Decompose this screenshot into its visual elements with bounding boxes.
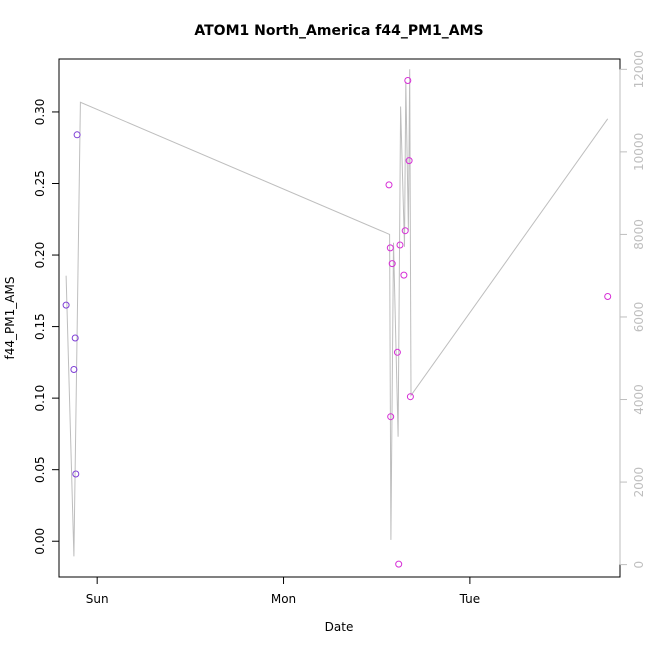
y-tick-label: 0.20 xyxy=(33,242,47,269)
y2-axis: 0 2000 4000 6000 8000 10000 12000 xyxy=(619,50,646,569)
data-point xyxy=(388,260,396,268)
data-point xyxy=(401,227,409,235)
plot-frame xyxy=(58,58,621,578)
y-tick-label: 0.10 xyxy=(33,385,47,412)
points-layer xyxy=(62,77,612,568)
data-point xyxy=(395,560,403,568)
y2-tick-label: 8000 xyxy=(632,219,646,250)
data-point xyxy=(72,470,80,478)
y2-tick-label: 10000 xyxy=(632,133,646,171)
data-point xyxy=(70,366,78,373)
data-point xyxy=(604,293,612,300)
y2-tick-label: 6000 xyxy=(632,302,646,333)
data-point xyxy=(393,348,401,356)
x-tick-label: Tue xyxy=(459,592,481,606)
data-point xyxy=(385,181,393,189)
data-point xyxy=(405,157,413,165)
series-line-layer xyxy=(65,69,609,557)
chart-title: ATOM1 North_America f44_PM1_AMS xyxy=(194,23,483,39)
data-point xyxy=(73,131,81,139)
y-tick-label: 0.25 xyxy=(33,170,47,197)
y2-tick-label: 2000 xyxy=(632,467,646,498)
data-point xyxy=(406,393,414,401)
y-tick-label: 0.05 xyxy=(33,456,47,483)
y-tick-label: 0.30 xyxy=(33,99,47,126)
data-point xyxy=(404,77,412,84)
data-point xyxy=(62,301,70,309)
y2-tick-label: 4000 xyxy=(632,384,646,415)
data-point xyxy=(396,241,404,249)
data-point xyxy=(400,271,408,279)
y-tick-label: 0.15 xyxy=(33,313,47,340)
data-point xyxy=(387,413,395,421)
series-line xyxy=(65,69,609,557)
x-tick-label: Mon xyxy=(271,592,296,606)
x-tick-label: Sun xyxy=(86,592,109,606)
y-tick-label: 0.00 xyxy=(33,528,47,555)
x-axis: Sun Mon Tue xyxy=(86,576,481,606)
y2-tick-label: 0 xyxy=(632,561,646,569)
y-axis: 0.00 0.05 0.10 0.15 0.20 0.25 0.30 xyxy=(33,99,60,555)
y-axis-label: f44_PM1_AMS xyxy=(3,277,17,360)
x-axis-label: Date xyxy=(325,620,354,634)
data-point xyxy=(386,244,394,252)
data-point xyxy=(71,334,79,342)
y2-tick-label: 12000 xyxy=(632,50,646,88)
